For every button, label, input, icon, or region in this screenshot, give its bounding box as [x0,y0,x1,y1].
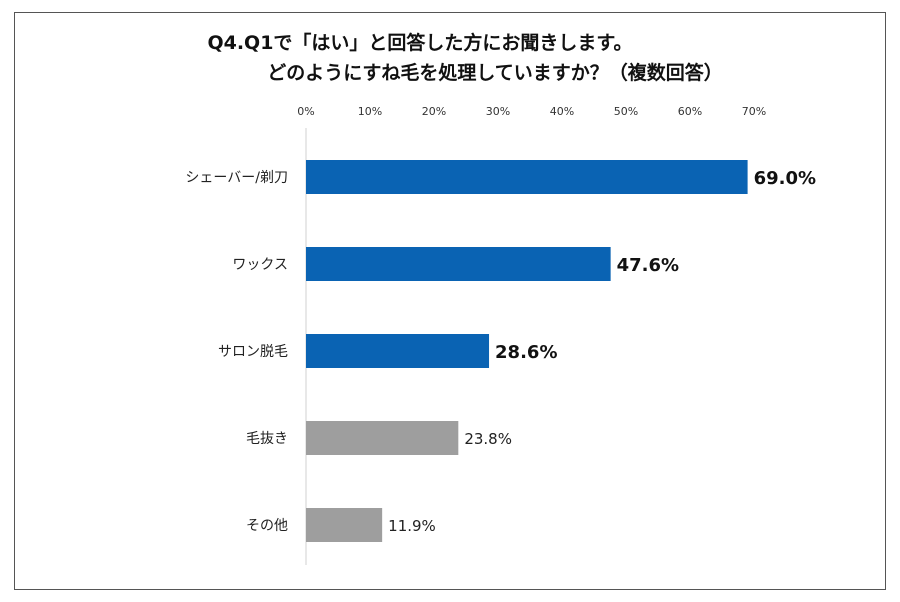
category-label: ワックス [232,257,288,273]
x-tick-label: 30% [486,105,510,118]
x-tick-label: 50% [614,105,638,118]
bar [306,160,748,194]
x-tick-label: 60% [678,105,702,118]
x-tick-label: 0% [297,105,314,118]
data-label: 47.6% [617,255,679,276]
data-label: 11.9% [388,517,436,535]
bar [306,421,459,455]
data-label: 28.6% [495,342,557,363]
data-label: 23.8% [464,430,512,448]
category-label: 毛抜き [246,431,288,447]
x-tick-label: 70% [742,105,766,118]
chart-title: Q4.Q1で「はい」と回答した方にお聞きします。 どのようにすね毛を処理していま… [0,28,900,88]
bar [306,508,383,542]
chart-frame [14,12,886,590]
category-label: その他 [246,518,288,534]
x-tick-label: 20% [422,105,446,118]
x-tick-label: 10% [358,105,382,118]
x-tick-label: 40% [550,105,574,118]
category-label: シェーバー/剃刀 [185,170,288,186]
chart-title-line1: Q4.Q1で「はい」と回答した方にお聞きします。 [207,32,633,54]
category-label: サロン脱毛 [218,344,288,360]
chart-title-line2: どのようにすね毛を処理していますか？（複数回答） [267,62,723,84]
bar [306,334,490,368]
bar [306,247,611,281]
data-label: 69.0% [754,168,816,189]
